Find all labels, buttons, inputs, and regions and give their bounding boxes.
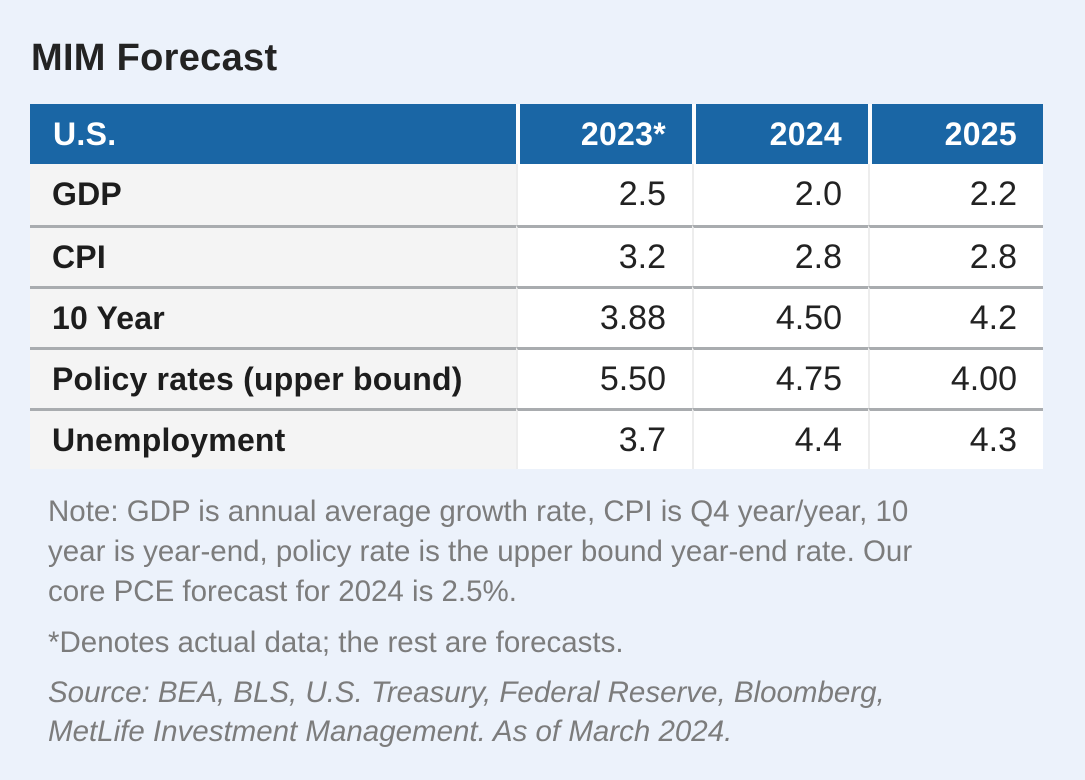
year-header-2024: 2024 xyxy=(692,104,868,164)
year-header-2025: 2025 xyxy=(868,104,1043,164)
value-cell: 2.0 xyxy=(692,164,868,225)
value-cell: 2.2 xyxy=(868,164,1043,225)
row-label-cell: Unemployment xyxy=(30,408,516,469)
value-cell: 3.88 xyxy=(516,286,692,347)
source-line-1: Source: BEA, BLS, U.S. Treasury, Federal… xyxy=(48,676,885,709)
footnotes: Note: GDP is annual average growth rate,… xyxy=(48,492,1038,751)
note-line-3: core PCE forecast for 2024 is 2.5%. xyxy=(48,575,517,608)
page-title: MIM Forecast xyxy=(31,37,278,79)
region-header-cell: U.S. xyxy=(30,104,516,164)
table-row-unemployment: Unemployment 3.7 4.4 4.3 xyxy=(30,408,1043,469)
value-cell: 4.00 xyxy=(868,347,1043,408)
table-row-10-year: 10 Year 3.88 4.50 4.2 xyxy=(30,286,1043,347)
value-cell: 5.50 xyxy=(516,347,692,408)
forecast-table: U.S. 2023* 2024 2025 GDP 2.5 2.0 2.2 CPI… xyxy=(30,104,1043,469)
note-text: Note: GDP is annual average growth rate,… xyxy=(48,492,1038,612)
value-cell: 3.2 xyxy=(516,225,692,286)
value-cell: 4.3 xyxy=(868,408,1043,469)
source-text: Source: BEA, BLS, U.S. Treasury, Federal… xyxy=(48,673,1038,751)
row-label-cell: CPI xyxy=(30,225,516,286)
value-cell: 4.50 xyxy=(692,286,868,347)
value-cell: 2.8 xyxy=(868,225,1043,286)
row-label-cell: GDP xyxy=(30,164,516,225)
value-cell: 2.8 xyxy=(692,225,868,286)
value-cell: 4.4 xyxy=(692,408,868,469)
value-cell: 2.5 xyxy=(516,164,692,225)
source-line-2: MetLife Investment Management. As of Mar… xyxy=(48,715,733,748)
row-label-cell: Policy rates (upper bound) xyxy=(30,347,516,408)
table-row-cpi: CPI 3.2 2.8 2.8 xyxy=(30,225,1043,286)
value-cell: 4.2 xyxy=(868,286,1043,347)
value-cell: 4.75 xyxy=(692,347,868,408)
table-row-policy-rates: Policy rates (upper bound) 5.50 4.75 4.0… xyxy=(30,347,1043,408)
table-header-row: U.S. 2023* 2024 2025 xyxy=(30,104,1043,164)
note-line-2: year is year-end, policy rate is the upp… xyxy=(48,535,913,568)
asterisk-note: *Denotes actual data; the rest are forec… xyxy=(48,626,624,659)
year-header-2023: 2023* xyxy=(516,104,692,164)
row-label-cell: 10 Year xyxy=(30,286,516,347)
note-line-1: Note: GDP is annual average growth rate,… xyxy=(48,495,909,528)
table-row-gdp: GDP 2.5 2.0 2.2 xyxy=(30,164,1043,225)
value-cell: 3.7 xyxy=(516,408,692,469)
